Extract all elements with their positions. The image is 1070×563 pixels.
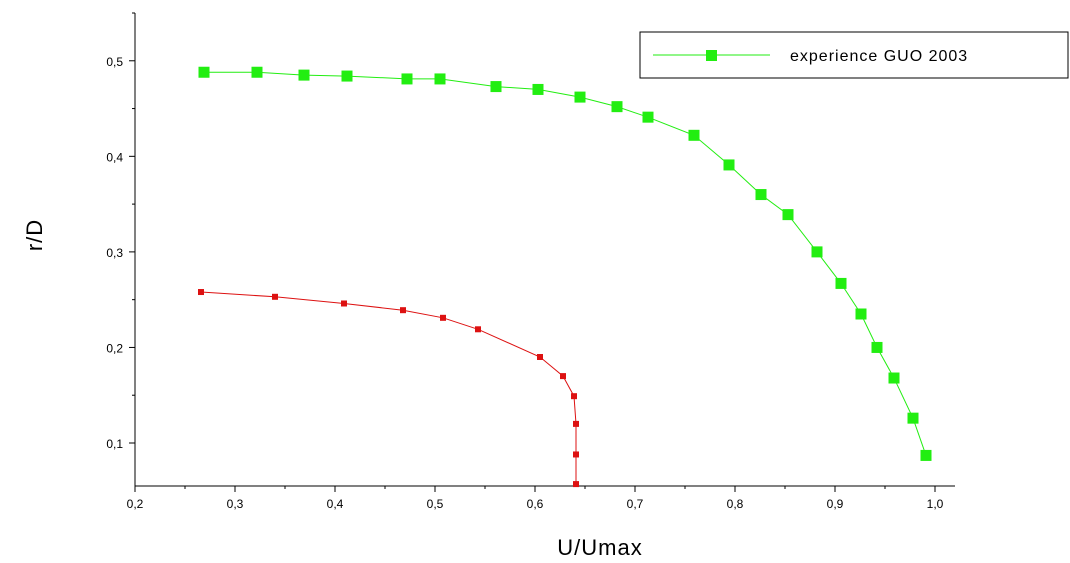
data-point-marker (642, 111, 654, 123)
series-line (204, 71, 927, 456)
y-tick-label: 0,2 (106, 341, 123, 355)
data-point-marker (198, 289, 204, 296)
y-tick-label: 0,5 (106, 55, 123, 69)
series-1 (198, 289, 579, 488)
data-point-marker (811, 246, 823, 258)
data-point-marker (341, 70, 353, 82)
x-tick-label: 0,2 (127, 497, 144, 511)
data-point-marker (611, 101, 623, 113)
y-tick-label: 0,4 (106, 150, 123, 164)
legend: experience GUO 2003 (639, 31, 1069, 79)
data-point-marker (574, 91, 586, 103)
data-point-marker (573, 420, 579, 427)
data-point-marker (888, 372, 900, 384)
x-tick-label: 0,9 (827, 497, 844, 511)
data-point-marker (755, 189, 767, 201)
data-point-marker (920, 449, 932, 461)
legend-label: experience GUO 2003 (790, 48, 968, 65)
series-layer (198, 66, 932, 488)
data-point-marker (571, 393, 577, 400)
x-tick-label: 0,4 (327, 497, 344, 511)
data-point-marker (532, 83, 544, 95)
data-point-marker (855, 308, 867, 320)
y-tick-label: 0,3 (106, 246, 123, 260)
x-tick-label: 1,0 (927, 497, 944, 511)
legend-marker-sample (706, 50, 717, 61)
x-tick-label: 0,3 (227, 497, 244, 511)
data-point-marker (835, 277, 847, 289)
data-point-marker (400, 307, 406, 314)
data-point-marker (490, 81, 502, 93)
data-point-marker (573, 481, 579, 488)
y-axis-title: r/D (22, 219, 47, 251)
data-point-marker (440, 314, 446, 321)
data-point-marker (198, 66, 210, 78)
data-point-marker (871, 341, 883, 353)
data-point-marker (434, 73, 446, 85)
data-point-marker (251, 66, 263, 78)
data-point-marker (573, 451, 579, 458)
data-point-marker (782, 209, 794, 221)
data-point-marker (537, 354, 543, 360)
data-point-marker (341, 300, 347, 307)
series-line (200, 291, 577, 485)
x-axis-title: U/Umax (557, 535, 642, 560)
data-point-marker (723, 159, 735, 171)
y-tick-label: 0,1 (106, 437, 123, 451)
data-point-marker (298, 69, 310, 81)
data-point-marker (272, 293, 278, 300)
data-point-marker (907, 412, 919, 424)
data-point-marker (475, 326, 481, 333)
y-ticks: 0,1 0,2 0,3 0,4 0,5 (106, 12, 135, 451)
data-point-marker (688, 129, 700, 141)
data-point-marker (401, 73, 413, 85)
x-tick-label: 0,6 (527, 497, 544, 511)
data-point-marker (560, 373, 566, 380)
x-ticks: 0,2 0,3 0,4 0,5 0,6 0,7 0,8 0,9 1,0 (127, 486, 944, 511)
x-tick-label: 0,5 (427, 497, 444, 511)
x-tick-label: 0,8 (727, 497, 744, 511)
x-tick-label: 0,7 (627, 497, 644, 511)
series-0 (198, 66, 932, 461)
